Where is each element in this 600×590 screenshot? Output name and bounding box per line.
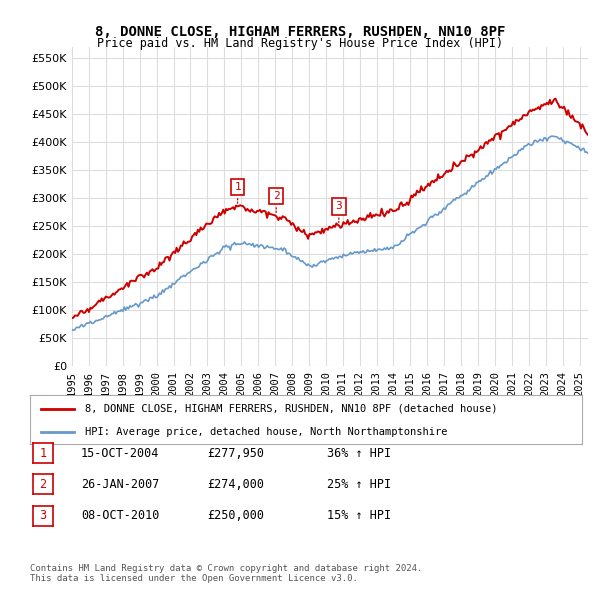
Text: £277,950: £277,950 — [207, 447, 264, 460]
Text: 3: 3 — [335, 201, 342, 223]
Text: 36% ↑ HPI: 36% ↑ HPI — [327, 447, 391, 460]
Text: 1: 1 — [40, 447, 46, 460]
Text: 25% ↑ HPI: 25% ↑ HPI — [327, 478, 391, 491]
Text: 08-OCT-2010: 08-OCT-2010 — [81, 509, 160, 522]
Text: 15% ↑ HPI: 15% ↑ HPI — [327, 509, 391, 522]
Text: 1: 1 — [234, 182, 241, 204]
Text: HPI: Average price, detached house, North Northamptonshire: HPI: Average price, detached house, Nort… — [85, 427, 448, 437]
Text: Contains HM Land Registry data © Crown copyright and database right 2024.
This d: Contains HM Land Registry data © Crown c… — [30, 563, 422, 583]
Text: £250,000: £250,000 — [207, 509, 264, 522]
Text: Price paid vs. HM Land Registry's House Price Index (HPI): Price paid vs. HM Land Registry's House … — [97, 37, 503, 50]
Text: 15-OCT-2004: 15-OCT-2004 — [81, 447, 160, 460]
Text: 3: 3 — [40, 509, 46, 522]
Text: 2: 2 — [273, 191, 280, 213]
Text: 8, DONNE CLOSE, HIGHAM FERRERS, RUSHDEN, NN10 8PF: 8, DONNE CLOSE, HIGHAM FERRERS, RUSHDEN,… — [95, 25, 505, 39]
Text: 2: 2 — [40, 478, 46, 491]
Text: 8, DONNE CLOSE, HIGHAM FERRERS, RUSHDEN, NN10 8PF (detached house): 8, DONNE CLOSE, HIGHAM FERRERS, RUSHDEN,… — [85, 404, 498, 414]
Text: £274,000: £274,000 — [207, 478, 264, 491]
Text: 26-JAN-2007: 26-JAN-2007 — [81, 478, 160, 491]
